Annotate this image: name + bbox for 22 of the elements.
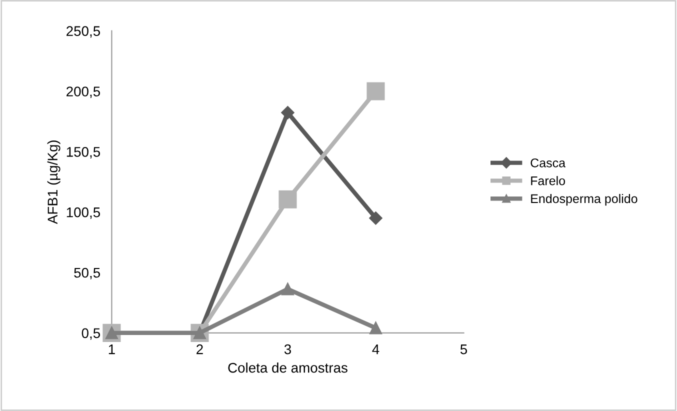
x-axis-title: Coleta de amostras xyxy=(228,362,348,373)
legend-label: Casca xyxy=(530,158,566,168)
point xyxy=(281,282,294,296)
y-tick-label: 0,5 xyxy=(82,328,100,340)
point xyxy=(281,106,294,120)
point xyxy=(369,322,382,334)
legend-label: Farelo xyxy=(531,176,566,186)
y-tick-label: 200,5 xyxy=(66,86,100,98)
y-tick-label: 50,5 xyxy=(74,268,100,280)
y-tick-label: 150,5 xyxy=(66,146,100,158)
x-tick-label: 5 xyxy=(460,344,468,354)
x-tick-label: 3 xyxy=(284,344,291,354)
y-tick-label: 100,5 xyxy=(66,207,100,219)
x-tick-label: 2 xyxy=(196,344,203,354)
x-tick-label: 1 xyxy=(108,344,115,354)
legend-label: Endosperma polido xyxy=(531,194,638,206)
point xyxy=(278,190,297,208)
x-tick-label: 4 xyxy=(372,344,380,354)
point xyxy=(366,82,385,100)
y-axis-title: AFB1 (µg/Kg) xyxy=(47,140,60,224)
point xyxy=(369,212,382,225)
y-tick-label: 250,5 xyxy=(66,26,100,38)
